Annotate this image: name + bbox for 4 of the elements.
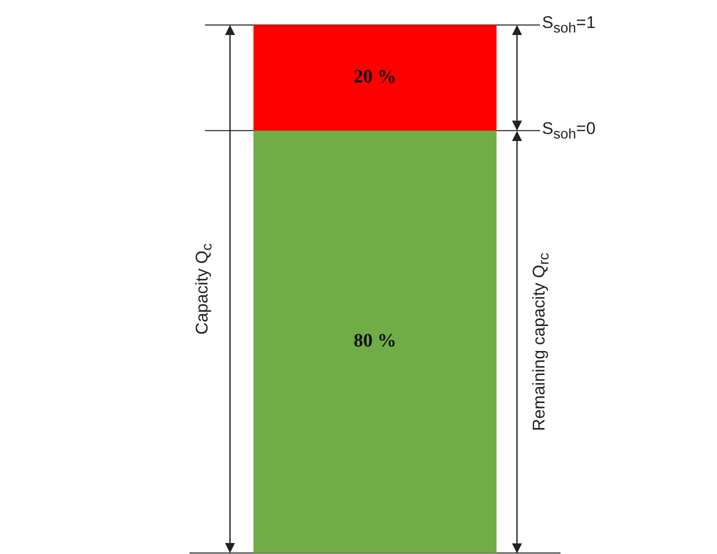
text: S$_{soh}$=1: [542, 13, 596, 36]
text: S$_{soh}$=0: [542, 118, 596, 142]
data-label: 20 %: [354, 66, 396, 88]
data-label: 80 %: [354, 330, 396, 352]
